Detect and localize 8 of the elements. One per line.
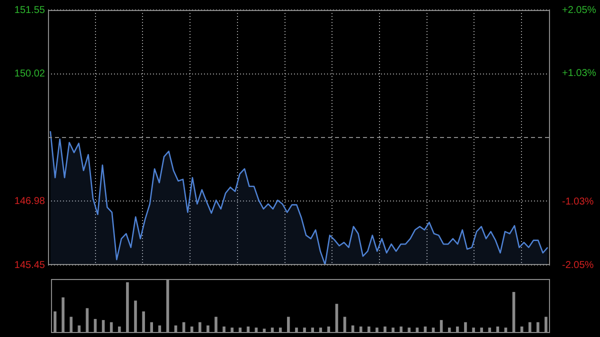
y-tick-label: 150.02: [14, 68, 46, 80]
y2-tick-label: -2.05%: [562, 260, 594, 271]
y-tick-label: 146.98: [14, 196, 46, 207]
y2-tick-label: -1.03%: [562, 196, 594, 208]
y-tick-label: 151.55: [14, 4, 46, 16]
y2-tick-label: +1.03%: [562, 68, 596, 80]
y-tick-label: 145.45: [14, 260, 46, 271]
y2-tick-label: +2.05%: [562, 4, 596, 16]
